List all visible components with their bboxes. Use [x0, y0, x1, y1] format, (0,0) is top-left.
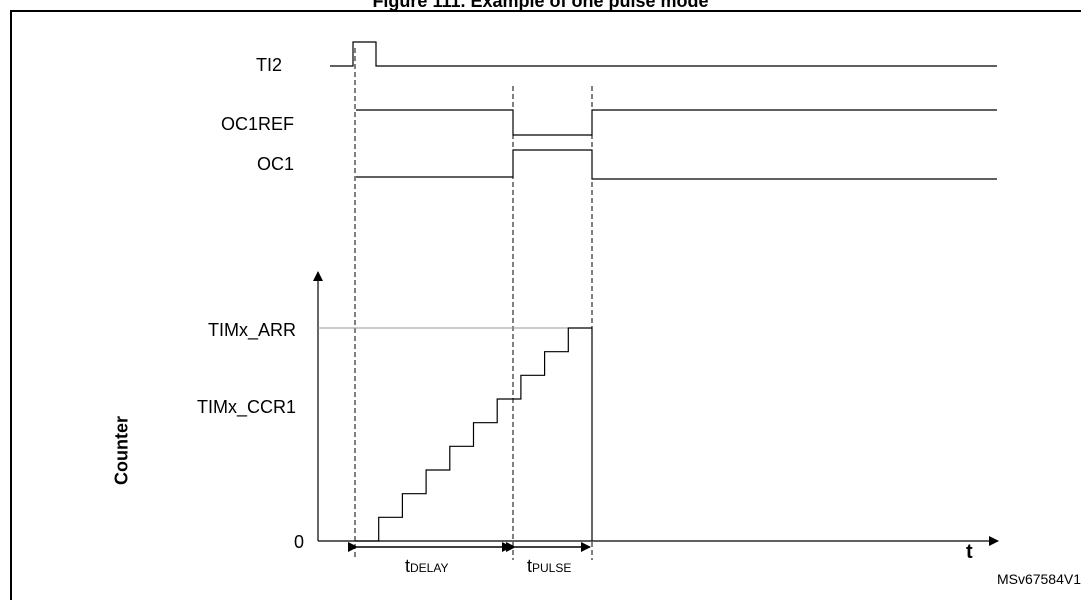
- oc1ref-label: OC1REF: [220, 114, 294, 134]
- counter-axis-label: Counter: [111, 416, 132, 485]
- delay-label-sub: DELAY: [410, 561, 449, 575]
- counter-staircase: [355, 327, 593, 542]
- pulse-label-main: t: [527, 556, 533, 576]
- oc1ref-waveform: [356, 109, 997, 136]
- ti2-label: TI2: [255, 55, 282, 75]
- ccr1-label: TIMx_CCR1: [196, 397, 296, 417]
- figure-title: Figure 111. Example of one pulse mode: [372, 0, 709, 11]
- figure-reference-code: MSv67584V1: [996, 571, 1081, 587]
- delay-label: tDELAY: [405, 556, 448, 577]
- oc1-label: OC1: [256, 154, 294, 174]
- arr-label: TIMx_ARR: [207, 320, 296, 340]
- pulse-label-sub: PULSE: [532, 561, 572, 575]
- zero-label: 0: [293, 532, 304, 552]
- oc1-waveform: [356, 149, 997, 180]
- figure-frame: [10, 10, 1081, 600]
- time-axis-label: t: [966, 541, 973, 563]
- delay-label-main: t: [405, 556, 411, 576]
- ti2-waveform: [330, 41, 997, 67]
- pulse-label: tPULSE: [527, 556, 571, 577]
